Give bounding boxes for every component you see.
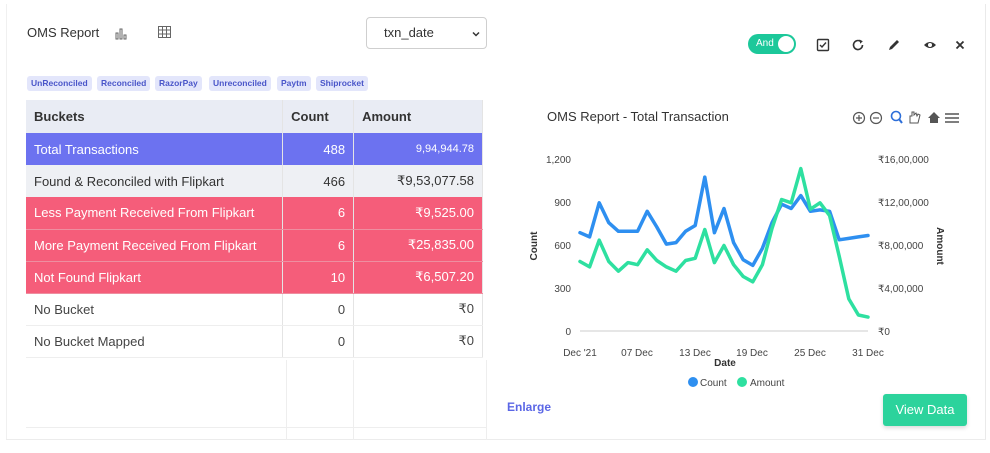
- series-layer: [578, 166, 870, 319]
- y2-axis-label: Amount: [934, 227, 945, 265]
- count-cell: 488: [282, 133, 355, 165]
- x-axis-label: Date: [714, 358, 736, 369]
- table-row[interactable]: Found & Reconciled with Flipkart 466 ₹9,…: [26, 165, 483, 197]
- filter-tag-razorpay[interactable]: RazorPay: [155, 76, 202, 91]
- toggle-knob: [778, 36, 794, 52]
- count-cell: 466: [282, 165, 355, 197]
- menu-icon[interactable]: [945, 113, 959, 123]
- amount-cell: ₹6,507.20: [353, 261, 483, 294]
- x-tick-label: 31 Dec: [852, 348, 884, 359]
- amount-cell: ₹25,835.00: [353, 229, 483, 262]
- table-row[interactable]: Less Payment Received From Flipkart 6 ₹9…: [26, 197, 483, 230]
- legend-marker-count: [688, 377, 698, 387]
- zoom-out-icon[interactable]: [869, 111, 883, 125]
- filter-tag-reconciled[interactable]: Reconciled: [97, 76, 151, 91]
- series-line-amount: [578, 166, 870, 319]
- table-row[interactable]: No Bucket Mapped 0 ₹0: [26, 325, 483, 358]
- table-header-row: Buckets Count Amount: [26, 100, 483, 133]
- y2-tick-label: ₹12,00,000: [878, 198, 929, 209]
- count-cell: 10: [282, 261, 355, 294]
- x-tick-label: 07 Dec: [621, 348, 653, 359]
- table-empty-area: [26, 360, 487, 440]
- legend-marker-amount: [737, 377, 747, 387]
- home-icon[interactable]: [928, 112, 940, 123]
- header-buckets[interactable]: Buckets: [26, 100, 284, 133]
- y2-tick-label: ₹8,00,000: [878, 241, 924, 252]
- chevron-down-icon: [472, 31, 480, 37]
- select-value: txn_date: [384, 25, 434, 40]
- x-tick-label: 19 Dec: [736, 348, 768, 359]
- filter-tag-unreconciled-2[interactable]: Unreconciled: [209, 76, 271, 91]
- buckets-table: Buckets Count Amount Total Transactions …: [26, 100, 483, 358]
- y-tick-label: 600: [554, 241, 571, 252]
- chart-toolbar: [852, 110, 959, 125]
- amount-cell: ₹9,525.00: [353, 197, 483, 230]
- x-tick-label: 25 Dec: [794, 348, 826, 359]
- refresh-icon[interactable]: [851, 38, 865, 52]
- magnifier-icon[interactable]: [890, 110, 903, 124]
- y-tick-label: 300: [554, 284, 571, 295]
- y-tick-label: 1,200: [546, 155, 571, 166]
- chart-title: OMS Report - Total Transaction: [547, 109, 729, 124]
- table-row[interactable]: No Bucket 0 ₹0: [26, 293, 483, 326]
- bucket-cell: Not Found Flipkart: [26, 261, 284, 294]
- x-tick-label: 13 Dec: [679, 348, 711, 359]
- chart-svg: OMS Report - Total Transaction: [529, 109, 959, 389]
- y-axis-label: Count: [529, 231, 540, 261]
- x-tick-label: Dec '21: [563, 348, 597, 359]
- table-icon[interactable]: [158, 26, 171, 39]
- legend-item-amount[interactable]: Amount: [737, 377, 785, 389]
- legend-item-count[interactable]: Count: [688, 377, 727, 389]
- report-title: OMS Report: [27, 25, 100, 40]
- bucket-cell: No Bucket: [26, 293, 284, 326]
- count-cell: 0: [282, 325, 355, 358]
- and-toggle[interactable]: And: [748, 34, 796, 54]
- table-row[interactable]: Not Found Flipkart 10 ₹6,507.20: [26, 261, 483, 294]
- bucket-cell: Total Transactions: [26, 133, 284, 165]
- divider: [6, 439, 986, 440]
- table-row[interactable]: More Payment Received From Flipkart 6 ₹2…: [26, 229, 483, 262]
- pan-hand-icon[interactable]: [909, 111, 921, 124]
- close-icon[interactable]: [953, 38, 967, 52]
- bucket-cell: Less Payment Received From Flipkart: [26, 197, 284, 230]
- y2-tick-label: ₹16,00,000: [878, 155, 929, 166]
- count-cell: 6: [282, 229, 355, 262]
- count-cell: 0: [282, 293, 355, 326]
- y2-tick-label: ₹0: [878, 327, 890, 338]
- bucket-cell: Found & Reconciled with Flipkart: [26, 165, 284, 197]
- header-amount[interactable]: Amount: [353, 100, 483, 133]
- amount-cell: ₹0: [353, 293, 483, 326]
- bucket-cell: More Payment Received From Flipkart: [26, 229, 284, 262]
- y-tick-label: 0: [565, 327, 571, 338]
- filter-tag-shiprocket[interactable]: Shiprocket: [316, 76, 368, 91]
- filter-tag-paytm[interactable]: Paytm: [277, 76, 311, 91]
- line-chart: OMS Report - Total Transaction: [520, 100, 980, 395]
- date-field-select[interactable]: txn_date: [366, 17, 487, 49]
- bar-chart-icon[interactable]: [115, 26, 129, 40]
- toggle-label: And: [756, 38, 774, 49]
- header-count[interactable]: Count: [282, 100, 355, 133]
- amount-cell: ₹0: [353, 325, 483, 358]
- filter-tag-unreconciled[interactable]: UnReconciled: [27, 76, 92, 91]
- legend-label-amount: Amount: [750, 378, 785, 389]
- legend: Count Amount: [688, 377, 785, 389]
- checkbox-icon[interactable]: [816, 38, 830, 52]
- bucket-cell: No Bucket Mapped: [26, 325, 284, 358]
- zoom-in-icon[interactable]: [852, 111, 866, 125]
- view-data-button[interactable]: View Data: [883, 394, 967, 426]
- y-tick-label: 900: [554, 198, 571, 209]
- y2-tick-label: ₹4,00,000: [878, 284, 924, 295]
- count-cell: 6: [282, 197, 355, 230]
- edit-icon[interactable]: [887, 38, 901, 52]
- enlarge-link[interactable]: Enlarge: [507, 400, 552, 414]
- eye-icon[interactable]: [923, 38, 937, 52]
- legend-label-count: Count: [700, 378, 727, 389]
- table-row[interactable]: Total Transactions 488 9,94,944.78: [26, 133, 483, 165]
- amount-cell: 9,94,944.78: [353, 133, 483, 165]
- amount-cell: ₹9,53,077.58: [353, 165, 483, 197]
- series-line-count: [578, 175, 870, 268]
